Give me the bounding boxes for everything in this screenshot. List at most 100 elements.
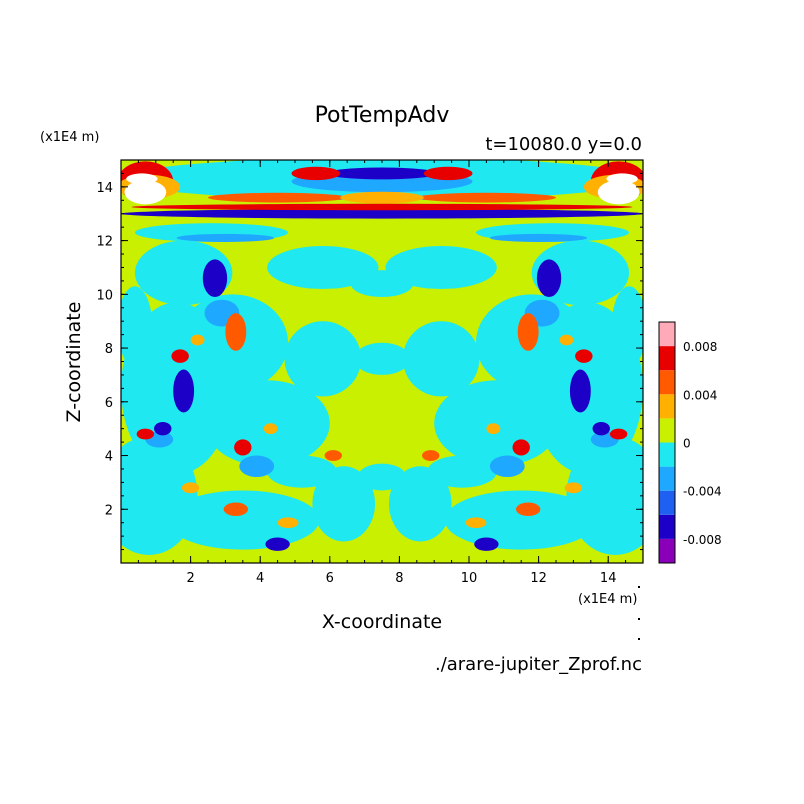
contour-region <box>239 455 275 478</box>
contour-band <box>124 180 167 205</box>
colorbar-swatch <box>659 322 675 347</box>
x-tick-label: 14 <box>600 571 617 586</box>
contour-band <box>416 192 556 203</box>
contour-region <box>422 450 440 461</box>
x-tick-label: 4 <box>256 571 264 586</box>
contour-region <box>515 502 541 516</box>
colorbar-tick-label: -0.008 <box>683 533 722 547</box>
contour-region <box>536 259 562 298</box>
contour-region <box>402 321 480 397</box>
colorbar-swatch <box>659 490 675 515</box>
contour-region <box>569 369 591 413</box>
contour-region <box>354 342 410 375</box>
chart-title: PotTempAdv <box>315 103 450 128</box>
contour-region <box>385 245 497 289</box>
colorbar-swatch <box>659 346 675 371</box>
contour-region <box>267 455 337 488</box>
contour-region <box>225 313 247 351</box>
contour-region <box>489 455 525 478</box>
contour-band <box>121 208 643 219</box>
y-axis-label: Z-coordinate <box>63 302 85 423</box>
contour-band <box>489 233 588 242</box>
contour-region <box>388 466 452 542</box>
y-tick-label: 10 <box>96 288 113 303</box>
contour-band <box>291 166 341 181</box>
contour-region <box>265 537 290 551</box>
y-tick-label: 6 <box>105 396 113 411</box>
contour-region <box>312 466 376 542</box>
contour-region <box>136 428 155 440</box>
source-filename: ./arare-jupiter_Zprof.nc <box>435 654 642 675</box>
contour-region <box>190 334 205 346</box>
contour-band <box>606 173 638 185</box>
contour-region <box>357 463 407 491</box>
contour-band <box>176 233 275 242</box>
colorbar-swatch <box>659 442 675 467</box>
x-axis-unit: (x1E4 m) <box>578 592 637 607</box>
contour-band <box>597 180 640 205</box>
x-tick-label: 8 <box>395 571 403 586</box>
contour-region <box>267 245 379 289</box>
contour-region <box>611 286 643 367</box>
colorbar-tick-label: 0.008 <box>683 340 717 354</box>
y-tick-label: 14 <box>96 181 113 196</box>
colorbar-frame <box>658 321 676 564</box>
y-tick-label: 4 <box>105 450 113 465</box>
x-tick-label: 10 <box>461 571 478 586</box>
colorbar-tick-label: 0.004 <box>683 388 717 402</box>
y-axis-unit: (x1E4 m) <box>40 130 99 145</box>
contour-region <box>559 334 574 346</box>
contour-region <box>512 439 530 456</box>
x-axis: 2 4 6 8 10 12 14 <box>120 160 644 586</box>
colorbar-tick-label: -0.004 <box>683 485 722 499</box>
colorbar-swatch <box>659 538 675 563</box>
corner-marks <box>638 586 640 640</box>
contour-region <box>564 482 583 494</box>
x-tick-label: 2 <box>186 571 194 586</box>
x-axis-label: X-coordinate <box>322 611 442 633</box>
y-tick-label: 2 <box>105 503 113 518</box>
contour-region <box>173 369 195 413</box>
contour-region <box>121 286 153 367</box>
contour-region <box>517 313 539 351</box>
contour-region <box>324 450 342 461</box>
contour-region <box>427 455 497 488</box>
colorbar-swatch <box>659 514 675 539</box>
contour-region <box>465 517 487 529</box>
contour-band <box>340 191 424 204</box>
y-axis: 2 4 6 8 10 12 14 <box>96 159 643 564</box>
contour-region <box>166 490 320 550</box>
colorbar-tick-label: 0 <box>683 437 691 451</box>
contour-band <box>326 167 438 180</box>
contour-band <box>126 173 158 185</box>
x-tick-label: 12 <box>530 571 547 586</box>
contour-region <box>444 490 598 550</box>
contour-region <box>171 349 189 363</box>
y-tick-label: 8 <box>105 342 113 357</box>
contour-region <box>486 423 501 435</box>
colorbar-swatch <box>659 418 675 443</box>
contour-region <box>350 270 414 298</box>
contour-region <box>277 517 299 529</box>
x-tick-label: 6 <box>326 571 334 586</box>
contour-region <box>284 321 362 397</box>
contour-region <box>234 439 252 456</box>
chart-subtitle: t=10080.0 y=0.0 <box>485 134 642 155</box>
contour-region <box>575 349 593 363</box>
colorbar-swatch <box>659 394 675 419</box>
contour-band <box>208 192 348 203</box>
contour-region <box>154 421 172 436</box>
contour-band <box>423 166 473 181</box>
contour-region <box>609 428 628 440</box>
contour-region <box>474 537 499 551</box>
contour-region <box>223 502 249 516</box>
contour-region <box>263 423 278 435</box>
colorbar-swatch <box>659 370 675 395</box>
y-tick-label: 12 <box>96 235 113 250</box>
contour-region <box>181 482 200 494</box>
contour-band <box>131 203 633 211</box>
colorbar-swatch <box>659 466 675 491</box>
colorbar: -0.008 -0.004 0 0.004 0.008 <box>658 321 722 564</box>
contour-region <box>202 259 228 298</box>
